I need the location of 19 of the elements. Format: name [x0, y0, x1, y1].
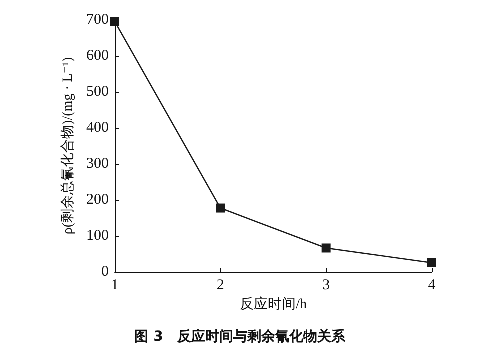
- point: [216, 204, 226, 213]
- point: [110, 17, 120, 26]
- x-tick-label: 4: [428, 278, 436, 294]
- y-tick-label: 400: [86, 120, 109, 136]
- y-tick-label: 100: [86, 228, 109, 244]
- y-tick-label: 700: [86, 12, 109, 28]
- point: [428, 258, 436, 268]
- y-tick-label: 500: [86, 84, 109, 100]
- x-tick-label: 3: [322, 278, 330, 294]
- point: [322, 244, 331, 253]
- x-tick-label: 2: [216, 278, 224, 294]
- y-axis-title: ρ(剩余总氰化合物)/(mg · L⁻¹): [60, 57, 76, 235]
- x-axis-title: 反应时间/h: [240, 296, 307, 312]
- caption: 图 3 反应时间与剩余氰化物关系: [134, 328, 346, 345]
- y-tick-label: 300: [86, 156, 109, 172]
- x-tick-label: 1: [111, 278, 119, 294]
- y-tick-label: 200: [86, 192, 109, 208]
- y-tick-label: 600: [86, 48, 109, 64]
- y-tick-label: 0: [102, 264, 109, 280]
